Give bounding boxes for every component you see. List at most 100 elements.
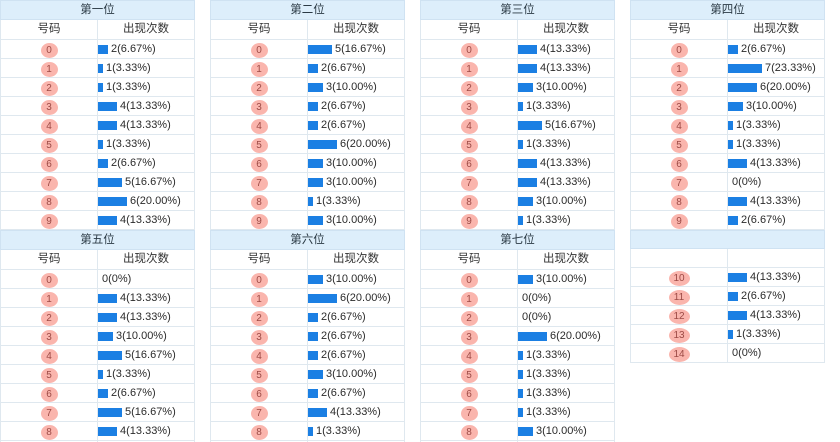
table-row[interactable]: 3 2(6.67%): [210, 326, 405, 346]
frequency-label: 1(3.33%): [106, 81, 151, 93]
table-row[interactable]: 8 1(3.33%): [210, 191, 405, 211]
table-row[interactable]: 2 3(10.00%): [210, 77, 405, 97]
table-row[interactable]: 4 1(3.33%): [420, 345, 615, 365]
frequency-bar: [728, 139, 733, 149]
table-row[interactable]: 0 2(6.67%): [630, 39, 825, 59]
table-row[interactable]: 3 6(20.00%): [420, 326, 615, 346]
table-row[interactable]: 1 1(3.33%): [0, 58, 195, 78]
number-cell: 6: [210, 153, 308, 173]
table-row[interactable]: 0 0(0%): [0, 269, 195, 289]
count-cell: 2(6.67%): [97, 440, 195, 442]
table-row[interactable]: 6 2(6.67%): [210, 383, 405, 403]
position-title: [630, 230, 825, 249]
table-row[interactable]: 7 3(10.00%): [210, 172, 405, 192]
table-row[interactable]: 5 6(20.00%): [210, 134, 405, 154]
number-badge: 0: [40, 273, 58, 288]
frequency-label: 3(10.00%): [326, 368, 377, 380]
table-row[interactable]: 4 2(6.67%): [210, 115, 405, 135]
table-row[interactable]: 9 1(3.33%): [420, 210, 615, 230]
table-row[interactable]: 2 4(13.33%): [0, 307, 195, 327]
table-row[interactable]: 6 2(6.67%): [0, 383, 195, 403]
table-row[interactable]: 8 4(13.33%): [630, 191, 825, 211]
table-row[interactable]: 14 0(0%): [630, 343, 825, 363]
table-row[interactable]: 7 4(13.33%): [210, 402, 405, 422]
table-row[interactable]: 4 5(16.67%): [0, 345, 195, 365]
table-row[interactable]: 3 4(13.33%): [0, 96, 195, 116]
table-row[interactable]: 3 1(3.33%): [420, 96, 615, 116]
table-row[interactable]: 5 1(3.33%): [420, 134, 615, 154]
table-row[interactable]: 92(6.67%): [0, 440, 195, 442]
table-row[interactable]: 1 4(13.33%): [420, 58, 615, 78]
table-row[interactable]: 7 5(16.67%): [0, 172, 195, 192]
table-row[interactable]: 4 2(6.67%): [210, 345, 405, 365]
table-row[interactable]: 5 1(3.33%): [0, 364, 195, 384]
number-badge: 6: [40, 157, 58, 172]
table-row[interactable]: 0 5(16.67%): [210, 39, 405, 59]
number-cell: 9: [420, 210, 518, 230]
frequency-bar: [518, 101, 523, 111]
frequency-bar: [98, 101, 117, 111]
table-row[interactable]: 6 4(13.33%): [630, 153, 825, 173]
table-row[interactable]: 2 0(0%): [420, 307, 615, 327]
bar-with-label: 4(13.33%): [728, 268, 824, 286]
column-gap: [615, 230, 630, 442]
table-row[interactable]: 3 3(10.00%): [630, 96, 825, 116]
table-row[interactable]: 2 2(6.67%): [210, 307, 405, 327]
table-row[interactable]: 8 6(20.00%): [0, 191, 195, 211]
table-row[interactable]: 10 4(13.33%): [630, 267, 825, 287]
table-row[interactable]: 7 1(3.33%): [420, 402, 615, 422]
table-row[interactable]: 0 3(10.00%): [210, 269, 405, 289]
table-row[interactable]: 2 1(3.33%): [0, 77, 195, 97]
table-row[interactable]: 9 4(13.33%): [0, 210, 195, 230]
table-row[interactable]: 2 6(20.00%): [630, 77, 825, 97]
table-row[interactable]: 5 1(3.33%): [630, 134, 825, 154]
table-row[interactable]: 5 1(3.33%): [0, 134, 195, 154]
table-row[interactable]: 4 4(13.33%): [0, 115, 195, 135]
table-row[interactable]: 2 3(10.00%): [420, 77, 615, 97]
table-row[interactable]: 93(10.00%): [420, 440, 615, 442]
table-row[interactable]: 1 2(6.67%): [210, 58, 405, 78]
table-row[interactable]: 1 0(0%): [420, 288, 615, 308]
table-row[interactable]: 95(16.67%): [210, 440, 405, 442]
table-row[interactable]: 3 3(10.00%): [0, 326, 195, 346]
table-row[interactable]: 8 4(13.33%): [0, 421, 195, 441]
table-row[interactable]: 4 5(16.67%): [420, 115, 615, 135]
table-row[interactable]: 1 4(13.33%): [0, 288, 195, 308]
table-row[interactable]: 4 1(3.33%): [630, 115, 825, 135]
table-row[interactable]: 8 3(10.00%): [420, 421, 615, 441]
frequency-label: 3(10.00%): [326, 81, 377, 93]
frequency-label: 1(3.33%): [526, 368, 571, 380]
bar-with-label: 3(10.00%): [518, 192, 614, 210]
table-row[interactable]: 12 4(13.33%): [630, 305, 825, 325]
table-row[interactable]: 0 2(6.67%): [0, 39, 195, 59]
table-row[interactable]: 7 0(0%): [630, 172, 825, 192]
number-badge: 9: [670, 214, 688, 229]
table-row[interactable]: 13 1(3.33%): [630, 324, 825, 344]
table-row[interactable]: 8 3(10.00%): [420, 191, 615, 211]
table-row[interactable]: 8 1(3.33%): [210, 421, 405, 441]
bar-with-label: 5(16.67%): [518, 116, 614, 134]
table-row[interactable]: 6 2(6.67%): [0, 153, 195, 173]
number-cell: 2: [630, 77, 728, 97]
table-row[interactable]: 6 4(13.33%): [420, 153, 615, 173]
table-row[interactable]: 7 4(13.33%): [420, 172, 615, 192]
bar-with-label: 1(3.33%): [98, 78, 194, 96]
table-row[interactable]: 7 5(16.67%): [0, 402, 195, 422]
bar-with-label: 1(3.33%): [98, 365, 194, 383]
table-row[interactable]: 5 3(10.00%): [210, 364, 405, 384]
number-cell: 3: [0, 96, 98, 116]
table-row[interactable]: 5 1(3.33%): [420, 364, 615, 384]
table-row[interactable]: 3 2(6.67%): [210, 96, 405, 116]
table-row[interactable]: 6 1(3.33%): [420, 383, 615, 403]
table-row[interactable]: 6 3(10.00%): [210, 153, 405, 173]
table-row[interactable]: 0 4(13.33%): [420, 39, 615, 59]
number-badge: 5: [40, 138, 58, 153]
table-row[interactable]: 11 2(6.67%): [630, 286, 825, 306]
column-header-number: 号码: [420, 249, 518, 270]
table-row[interactable]: 1 7(23.33%): [630, 58, 825, 78]
table-row[interactable]: 0 3(10.00%): [420, 269, 615, 289]
bar-with-label: 4(13.33%): [98, 289, 194, 307]
table-row[interactable]: 1 6(20.00%): [210, 288, 405, 308]
